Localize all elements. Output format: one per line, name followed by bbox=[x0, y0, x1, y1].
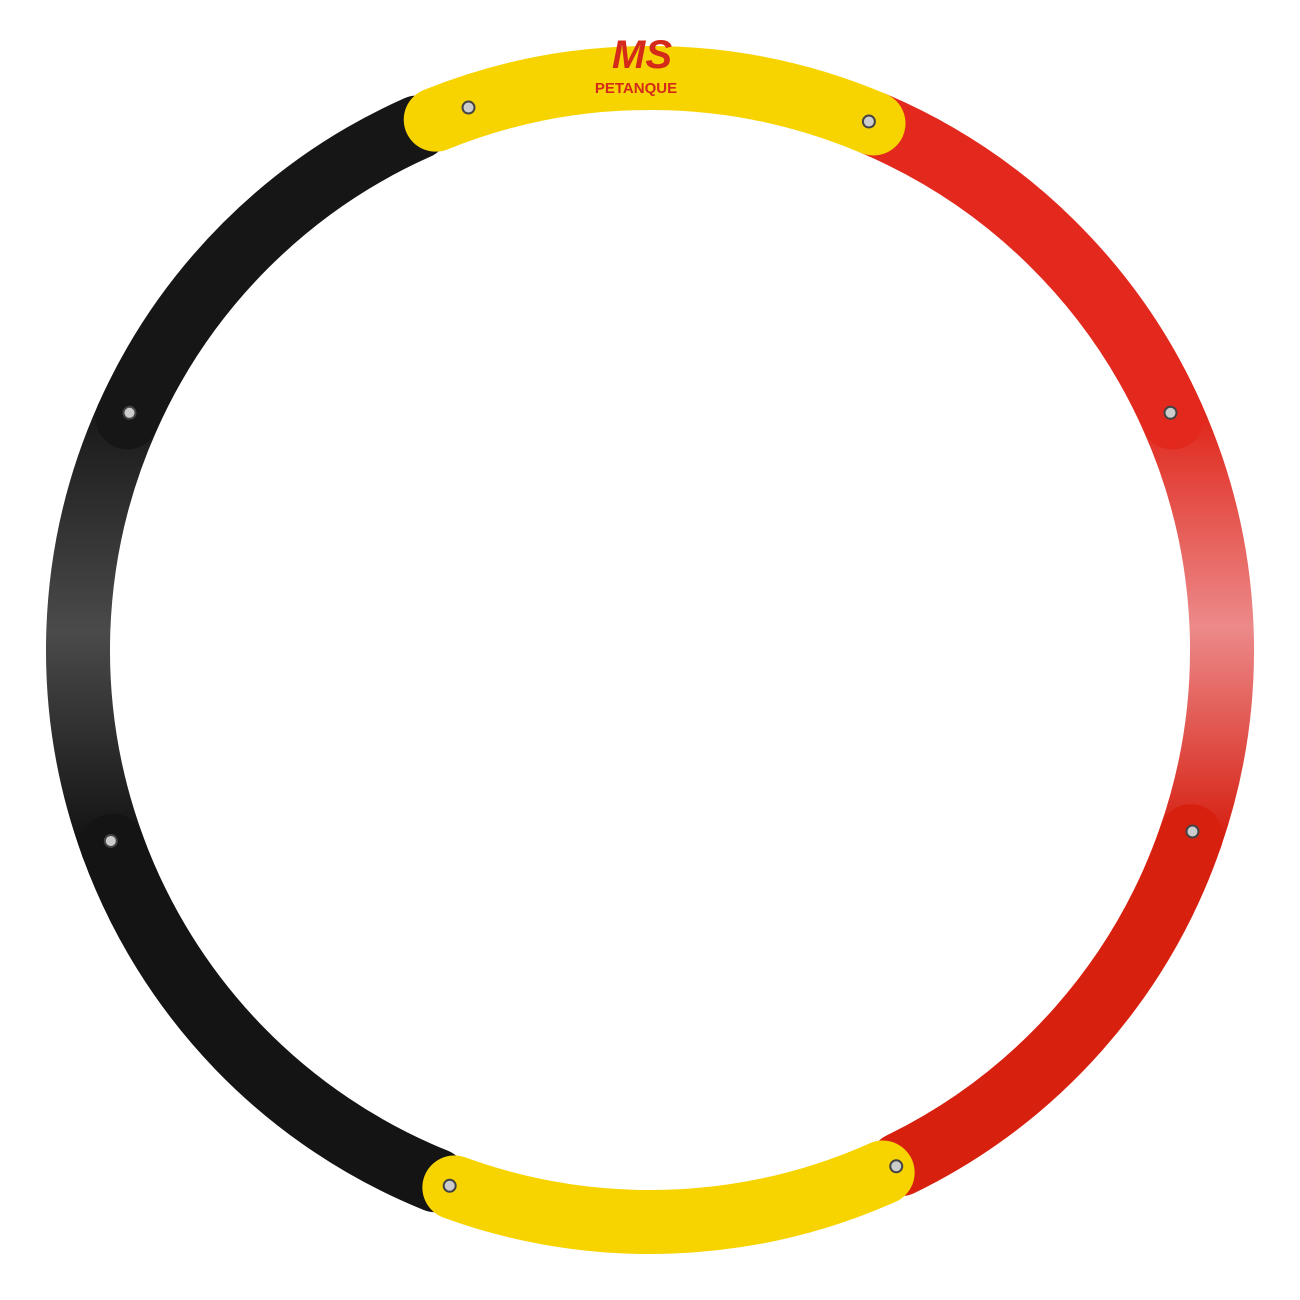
ring bbox=[46, 46, 1254, 1254]
ring-segment bbox=[46, 385, 160, 878]
ring-segment bbox=[1140, 385, 1254, 869]
bolt bbox=[1163, 405, 1178, 420]
bolt bbox=[889, 1159, 904, 1174]
logo-name: PETANQUE bbox=[595, 80, 677, 97]
ring-segment bbox=[422, 1140, 915, 1254]
bolt bbox=[122, 405, 137, 420]
bolt bbox=[1185, 824, 1200, 839]
ring-segment bbox=[841, 91, 1205, 450]
ring-segment bbox=[403, 46, 906, 156]
ring-segment bbox=[95, 95, 450, 450]
ring-segment bbox=[80, 813, 468, 1213]
bolt bbox=[461, 100, 476, 115]
bolt bbox=[442, 1178, 457, 1193]
logo: MS PETANQUE bbox=[595, 33, 677, 97]
ring-segment bbox=[868, 804, 1223, 1197]
bolt bbox=[103, 833, 118, 848]
logo-mark: MS bbox=[612, 33, 672, 77]
bolt bbox=[861, 114, 876, 129]
